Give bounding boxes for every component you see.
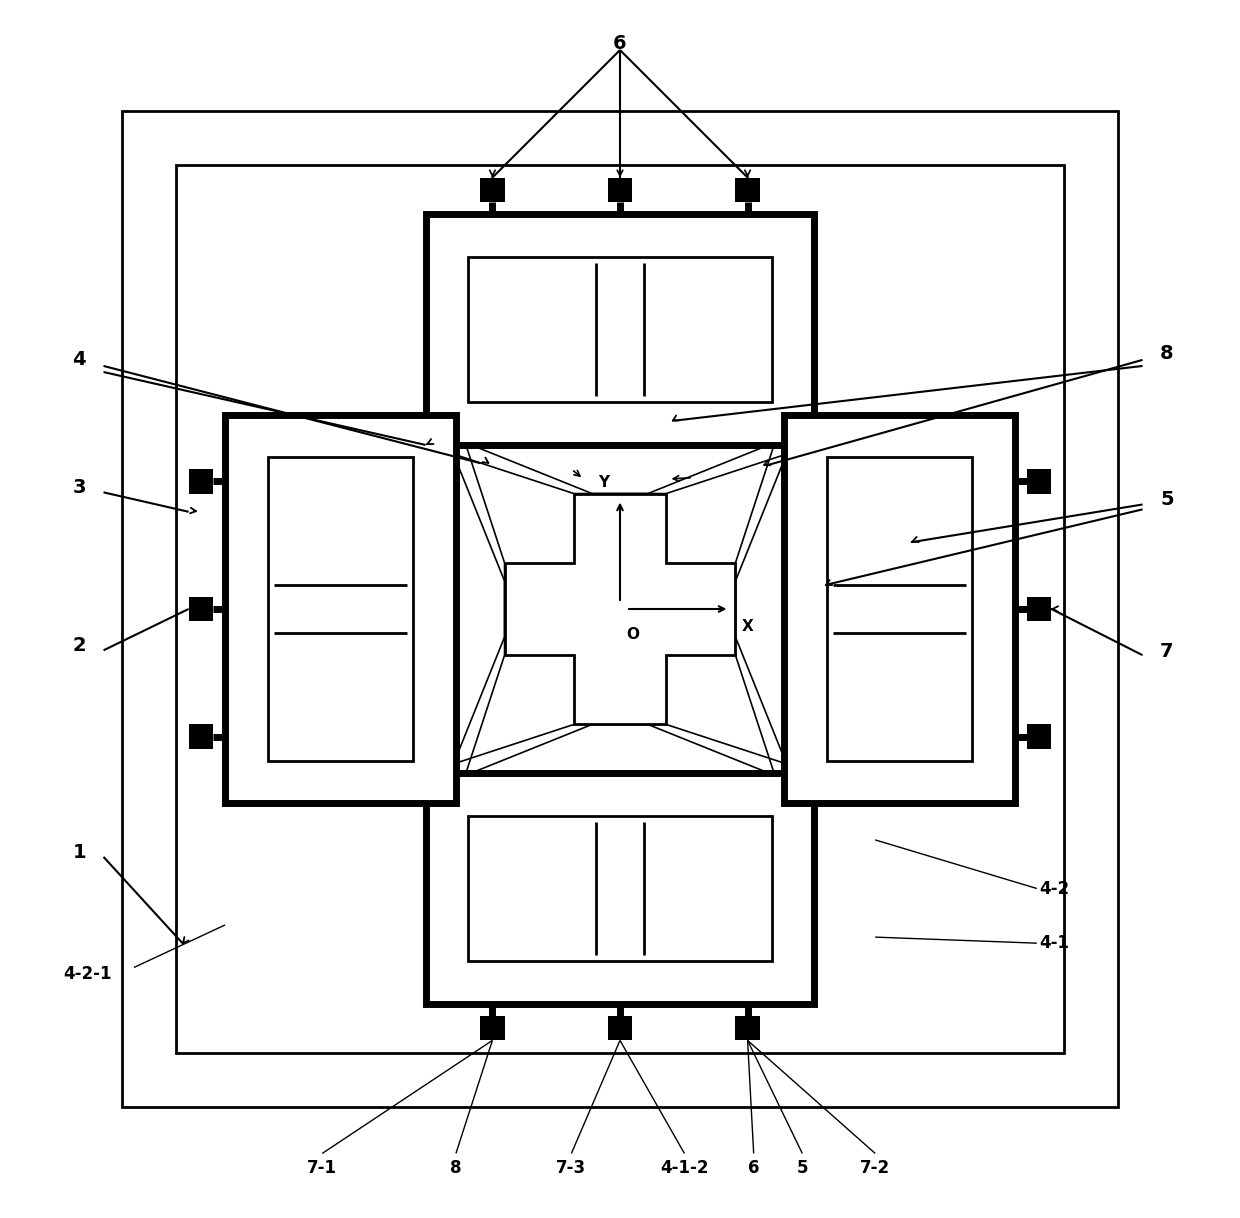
Text: 4-2: 4-2 <box>1039 879 1069 898</box>
Text: 6: 6 <box>614 34 626 54</box>
Text: 4-1-2: 4-1-2 <box>660 1160 708 1177</box>
Bar <box>188 469 213 493</box>
Bar <box>188 597 213 621</box>
Bar <box>784 414 1016 804</box>
Text: 4-1: 4-1 <box>1039 934 1069 952</box>
Bar <box>1027 469 1052 493</box>
Text: 7-1: 7-1 <box>308 1160 337 1177</box>
Text: 6: 6 <box>748 1160 759 1177</box>
Bar <box>1027 725 1052 749</box>
Bar <box>425 214 815 445</box>
Text: 1: 1 <box>72 843 86 861</box>
Text: 7-3: 7-3 <box>557 1160 587 1177</box>
Bar <box>467 816 773 961</box>
Bar <box>480 1016 505 1040</box>
Text: 8: 8 <box>450 1160 461 1177</box>
Bar <box>827 457 972 761</box>
Text: 5: 5 <box>1161 490 1174 509</box>
Text: 5: 5 <box>796 1160 808 1177</box>
Polygon shape <box>505 493 735 725</box>
Bar <box>425 773 815 1004</box>
Text: Y: Y <box>598 475 609 491</box>
Bar <box>735 178 760 202</box>
Text: 3: 3 <box>72 477 86 497</box>
Text: X: X <box>742 619 753 633</box>
Text: 4: 4 <box>72 351 86 369</box>
Bar <box>735 1016 760 1040</box>
Text: 8: 8 <box>1161 345 1174 363</box>
Bar <box>467 257 773 402</box>
Bar <box>1027 597 1052 621</box>
Text: 7: 7 <box>1161 642 1173 661</box>
Bar <box>480 178 505 202</box>
Bar <box>188 725 213 749</box>
Bar <box>268 457 413 761</box>
Bar <box>176 166 1064 1052</box>
Bar <box>122 111 1118 1107</box>
Bar <box>608 1016 632 1040</box>
Text: O: O <box>626 627 639 642</box>
Bar <box>608 178 632 202</box>
Text: 7-2: 7-2 <box>861 1160 890 1177</box>
Bar <box>224 414 456 804</box>
Text: 2: 2 <box>72 636 86 655</box>
Text: 4-2-1: 4-2-1 <box>63 965 112 983</box>
